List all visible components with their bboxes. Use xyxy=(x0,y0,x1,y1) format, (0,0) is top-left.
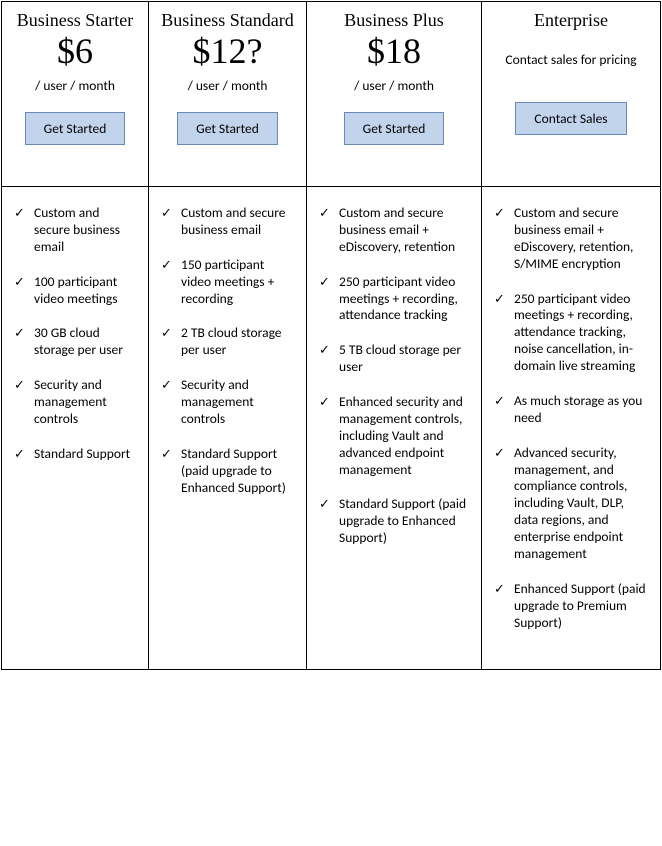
feature-text: Custom and secure business email + eDisc… xyxy=(339,204,455,255)
feature-text: As much storage as you need xyxy=(514,392,642,426)
feature-text: 150 participant video meetings + recordi… xyxy=(181,256,274,307)
plan-price: $6 xyxy=(57,33,93,71)
feature-item: ✓ Custom and secure business email xyxy=(159,205,296,239)
feature-text: Security and management controls xyxy=(181,376,254,427)
check-icon: ✓ xyxy=(494,446,505,462)
plan-column-standard: Business Standard $12? / user / month Ge… xyxy=(149,2,307,669)
plan-column-plus: Business Plus $18 / user / month Get Sta… xyxy=(307,2,482,669)
plan-header: Business Plus $18 / user / month Get Sta… xyxy=(307,2,481,187)
feature-item: ✓ As much storage as you need xyxy=(492,393,650,427)
check-icon: ✓ xyxy=(319,275,330,291)
check-icon: ✓ xyxy=(319,206,330,222)
plan-unit: / user / month xyxy=(354,77,434,94)
feature-item: ✓ Security and management controls xyxy=(12,377,138,428)
plan-features: ✓ Custom and secure business email ✓ 100 pa… xyxy=(2,187,148,669)
check-icon: ✓ xyxy=(494,394,505,410)
feature-item: ✓ Enhanced security and management contro… xyxy=(317,394,471,478)
get-started-button[interactable]: Get Started xyxy=(344,112,445,145)
feature-item: ✓ 30 GB cloud storage per user xyxy=(12,325,138,359)
plan-unit: / user / month xyxy=(188,77,268,94)
check-icon: ✓ xyxy=(319,343,330,359)
feature-item: ✓ 250 participant video meetings + record… xyxy=(317,274,471,325)
feature-text: 2 TB cloud storage per user xyxy=(181,324,282,358)
plan-header: Business Starter $6 / user / month Get S… xyxy=(2,2,148,187)
plan-name: Business Starter xyxy=(17,10,134,31)
check-icon: ✓ xyxy=(319,395,330,411)
get-started-button[interactable]: Get Started xyxy=(177,112,278,145)
plan-column-starter: Business Starter $6 / user / month Get S… xyxy=(2,2,149,669)
feature-item: ✓ Custom and secure business email + eDis… xyxy=(492,205,650,273)
feature-text: Enhanced security and management control… xyxy=(339,393,463,478)
check-icon: ✓ xyxy=(14,447,25,463)
plan-name: Enterprise xyxy=(534,10,608,31)
check-icon: ✓ xyxy=(14,206,25,222)
feature-text: 30 GB cloud storage per user xyxy=(34,324,123,358)
feature-item: ✓ Security and management controls xyxy=(159,377,296,428)
pricing-table: Business Starter $6 / user / month Get S… xyxy=(1,1,661,670)
plan-price: $12? xyxy=(193,33,263,71)
check-icon: ✓ xyxy=(161,258,172,274)
feature-text: 100 participant video meetings xyxy=(34,273,118,307)
feature-item: ✓ 150 participant video meetings + record… xyxy=(159,257,296,308)
feature-item: ✓ Enhanced Support (paid upgrade to Premi… xyxy=(492,581,650,632)
feature-item: ✓ Advanced security, management, and comp… xyxy=(492,445,650,563)
check-icon: ✓ xyxy=(161,378,172,394)
plan-features: ✓ Custom and secure business email + eDis… xyxy=(482,187,660,669)
feature-list-3: ✓ Custom and secure business email + eDis… xyxy=(492,205,650,631)
plan-name: Business Standard xyxy=(161,10,294,31)
feature-text: Enhanced Support (paid upgrade to Premiu… xyxy=(514,580,646,631)
feature-text: Standard Support xyxy=(34,445,130,462)
check-icon: ✓ xyxy=(494,292,505,308)
plan-name: Business Plus xyxy=(344,10,444,31)
plan-header: Enterprise Contact sales for pricing Con… xyxy=(482,2,660,187)
plan-header: Business Standard $12? / user / month Ge… xyxy=(149,2,306,187)
feature-item: ✓ 5 TB cloud storage per user xyxy=(317,342,471,376)
feature-text: Custom and secure business email xyxy=(34,204,120,255)
feature-text: 5 TB cloud storage per user xyxy=(339,341,461,375)
check-icon: ✓ xyxy=(14,378,25,394)
check-icon: ✓ xyxy=(161,447,172,463)
feature-item: ✓ Custom and secure business email + eDis… xyxy=(317,205,471,256)
feature-text: Custom and secure business email + eDisc… xyxy=(514,204,633,272)
plan-contact-text: Contact sales for pricing xyxy=(505,51,636,68)
feature-list-0: ✓ Custom and secure business email ✓ 100 pa… xyxy=(12,205,138,463)
get-started-button[interactable]: Get Started xyxy=(25,112,126,145)
plan-features: ✓ Custom and secure business email ✓ 150 pa… xyxy=(149,187,306,669)
feature-list-2: ✓ Custom and secure business email + eDis… xyxy=(317,205,471,547)
plan-features: ✓ Custom and secure business email + eDis… xyxy=(307,187,481,669)
check-icon: ✓ xyxy=(14,326,25,342)
feature-text: Custom and secure business email xyxy=(181,204,286,238)
check-icon: ✓ xyxy=(494,582,505,598)
feature-text: Advanced security, management, and compl… xyxy=(514,444,627,562)
feature-text: 250 participant video meetings + recordi… xyxy=(514,290,635,375)
feature-text: 250 participant video meetings + recordi… xyxy=(339,273,458,324)
contact-sales-button[interactable]: Contact Sales xyxy=(515,102,626,135)
feature-item: ✓ Standard Support (paid upgrade to Enhan… xyxy=(317,496,471,547)
feature-item: ✓ Custom and secure business email xyxy=(12,205,138,256)
feature-text: Security and management controls xyxy=(34,376,107,427)
check-icon: ✓ xyxy=(494,206,505,222)
feature-item: ✓ 100 participant video meetings xyxy=(12,274,138,308)
plan-unit: / user / month xyxy=(35,77,115,94)
check-icon: ✓ xyxy=(319,497,330,513)
check-icon: ✓ xyxy=(161,326,172,342)
feature-item: ✓ 2 TB cloud storage per user xyxy=(159,325,296,359)
feature-list-1: ✓ Custom and secure business email ✓ 150 pa… xyxy=(159,205,296,496)
check-icon: ✓ xyxy=(14,275,25,291)
feature-text: Standard Support (paid upgrade to Enhanc… xyxy=(181,445,286,496)
plan-price: $18 xyxy=(367,33,421,71)
check-icon: ✓ xyxy=(161,206,172,222)
feature-item: ✓ 250 participant video meetings + record… xyxy=(492,291,650,375)
feature-item: ✓ Standard Support (paid upgrade to Enhan… xyxy=(159,446,296,497)
feature-text: Standard Support (paid upgrade to Enhanc… xyxy=(339,495,466,546)
plan-column-enterprise: Enterprise Contact sales for pricing Con… xyxy=(482,2,660,669)
feature-item: ✓ Standard Support xyxy=(12,446,138,463)
